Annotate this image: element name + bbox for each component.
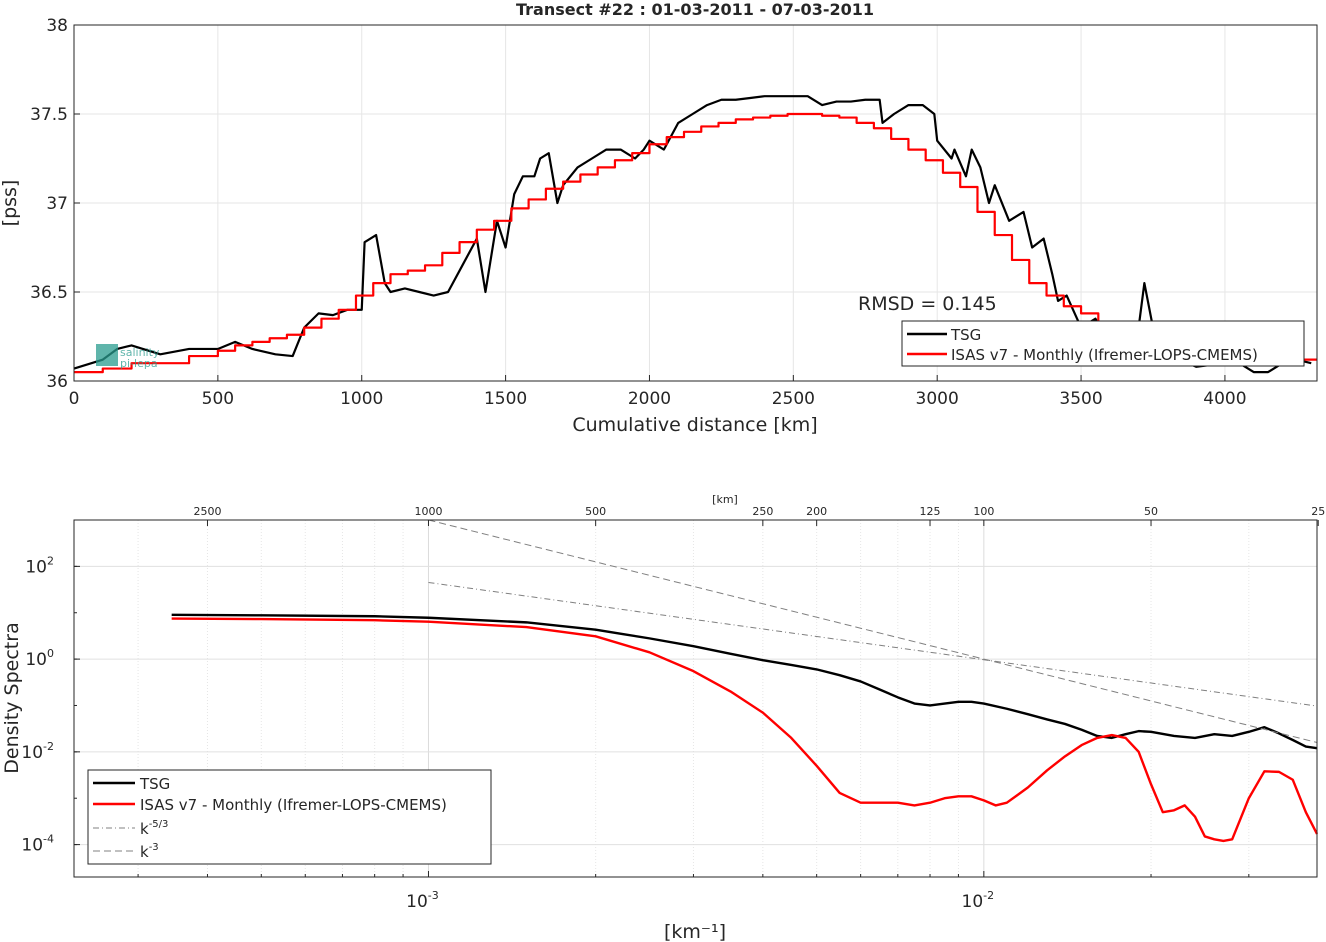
top-xlabel: Cumulative distance [km] (572, 414, 817, 436)
top-xtick-label: 4000 (1203, 389, 1246, 409)
bottom-legend: TSG ISAS v7 - Monthly (Ifremer-LOPS-CMEM… (87, 769, 492, 865)
rmsd-annotation: RMSD = 0.145 (858, 293, 997, 315)
top-axis-tick-label: 500 (585, 505, 606, 518)
top-xtick-label: 3500 (1059, 389, 1102, 409)
top-legend-label-tsg: TSG (950, 326, 981, 344)
top-axis-tick-label: 2500 (193, 505, 221, 518)
top-ytick-label: 36 (46, 372, 68, 392)
bottom-series-k3-line (428, 519, 1318, 743)
top-axis-tick-label: 100 (973, 505, 994, 518)
bottom-xtick-label: 10-2 (962, 889, 995, 912)
bottom-ytick-label: 10-2 (21, 740, 54, 763)
bottom-ytick-label: 100 (25, 647, 54, 670)
bottom-legend-box (87, 769, 492, 865)
top-legend-label-isas: ISAS v7 - Monthly (Ifremer-LOPS-CMEMS) (951, 346, 1258, 364)
top-axis-label: [km] (712, 493, 738, 506)
top-xtick-label: 2500 (772, 389, 815, 409)
top-axis-tick-label: 25 (1311, 505, 1325, 518)
top-ytick-label: 38 (46, 16, 68, 36)
top-ylabel: [pss] (0, 180, 21, 227)
top-legend-box (901, 320, 1305, 367)
top-xtick-label: 1500 (484, 389, 527, 409)
top-xtick-label: 1000 (340, 389, 383, 409)
bottom-plot: 10-3 10-2 10-4 10-2 100 102 2500 1000 500 250 200 1… (1, 493, 1325, 942)
svg-text:salinity: salinity (120, 346, 160, 359)
top-ytick-label: 37.5 (30, 105, 68, 125)
bottom-ytick-label: 10-4 (21, 833, 54, 856)
bottom-series-tsg-line (171, 613, 1318, 750)
top-xtick-label: 0 (69, 389, 80, 409)
bottom-xlabel: [km⁻¹] (664, 921, 726, 942)
top-title: Transect #22 : 01-03-2011 - 07-03-2011 (516, 0, 874, 19)
watermark-logo: salinity pi-lepa (96, 344, 160, 370)
top-plot: 0 500 1000 1500 2000 2500 3000 3500 4000 36 36.5 37… (0, 0, 1318, 436)
top-axis-tick-label: 50 (1144, 505, 1158, 518)
bottom-ytick-label: 102 (25, 554, 54, 577)
top-axis-tick-label: 200 (806, 505, 827, 518)
top-axis-tick-label: 250 (752, 505, 773, 518)
bottom-series-isas-line (171, 617, 1319, 843)
top-axis-tick-label: 125 (920, 505, 941, 518)
bottom-xtick-label: 10-3 (406, 889, 439, 912)
top-xtick-label: 3000 (916, 389, 959, 409)
bottom-plot-frame (73, 519, 1318, 878)
svg-text:pi-lepa: pi-lepa (120, 357, 158, 370)
top-ticks: 0 500 1000 1500 2000 2500 3000 3500 4000 36 36.5 37… (30, 16, 1246, 409)
bottom-series-layer (171, 519, 1319, 843)
top-xtick-label: 2000 (628, 389, 671, 409)
top-ytick-label: 36.5 (30, 283, 68, 303)
bottom-legend-label-tsg: TSG (139, 775, 170, 793)
top-axis-tick-label: 1000 (414, 505, 442, 518)
top-xtick-label: 500 (202, 389, 234, 409)
bottom-legend-label-isas: ISAS v7 - Monthly (Ifremer-LOPS-CMEMS) (140, 796, 447, 814)
bottom-ylabel: Density Spectra (1, 622, 23, 773)
top-ytick-label: 37 (46, 194, 68, 214)
top-legend: TSG ISAS v7 - Monthly (Ifremer-LOPS-CMEM… (901, 320, 1305, 367)
